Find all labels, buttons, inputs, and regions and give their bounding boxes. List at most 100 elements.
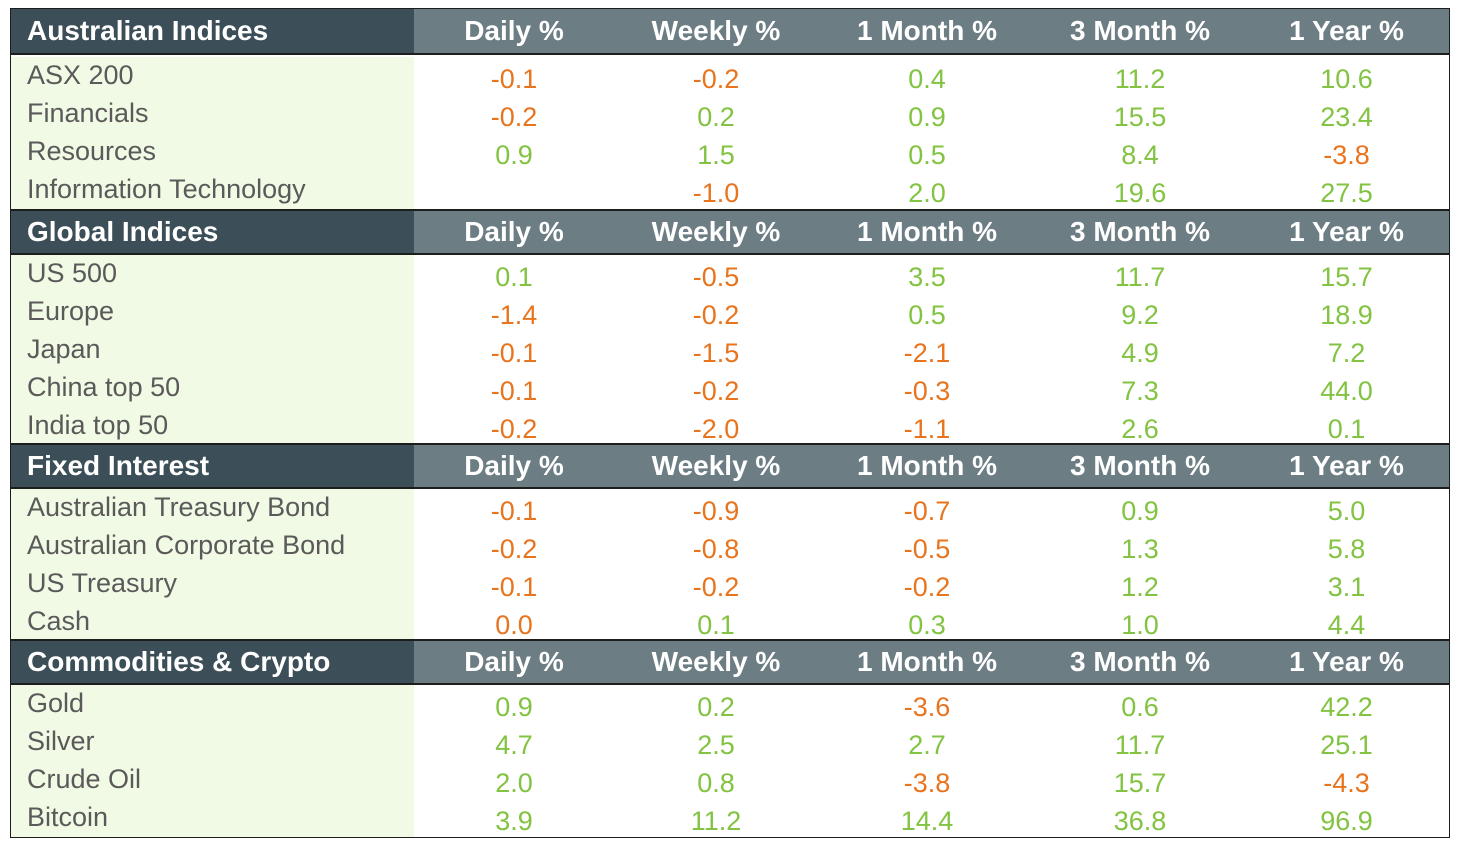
value-cell: 15.7 (1320, 261, 1373, 292)
column-header: Daily % (414, 9, 614, 53)
table-row: Bitcoin 3.9 11.2 14.4 36.8 96.9 (11, 799, 1449, 837)
value-cell: -0.1 (490, 375, 538, 406)
value-cell: 27.5 (1320, 177, 1373, 208)
value-cell: 7.2 (1327, 337, 1366, 368)
value-cell: -0.2 (692, 63, 740, 94)
value-cell: 2.6 (1121, 413, 1159, 444)
row-label: Australian Treasury Bond (11, 489, 414, 527)
value-cell: -0.2 (692, 299, 740, 330)
value-cell: 2.0 (495, 767, 533, 798)
column-header: 1 Month % (818, 641, 1036, 683)
table-row: Silver 4.7 2.5 2.7 11.7 25.1 (11, 723, 1449, 761)
row-label: Silver (11, 723, 414, 761)
section-title: Commodities & Crypto (11, 641, 414, 683)
value-cell: -0.5 (903, 533, 951, 564)
column-header: 3 Month % (1036, 211, 1244, 253)
table-row: Japan -0.1 -1.5 -2.1 4.9 7.2 (11, 331, 1449, 369)
value-cell: -4.3 (1323, 767, 1370, 798)
column-header: 1 Year % (1244, 9, 1449, 53)
value-cell: 14.4 (900, 805, 954, 836)
value-cell: -0.7 (903, 495, 951, 526)
value-cell: -2.0 (692, 413, 740, 444)
value-cell: -1.5 (692, 337, 740, 368)
column-header: 1 Month % (818, 445, 1036, 487)
section-header: Australian Indices Daily % Weekly % 1 Month… (11, 9, 1449, 55)
value-cell: 11.2 (690, 805, 742, 836)
row-label: Information Technology (11, 171, 414, 209)
column-header: 1 Month % (818, 211, 1036, 253)
value-cell: -0.2 (903, 571, 951, 602)
value-cell: 44.0 (1320, 375, 1373, 406)
value-cell: 1.5 (697, 139, 735, 170)
value-cell: -0.1 (490, 495, 538, 526)
row-label: Resources (11, 133, 414, 171)
table-row: Australian Treasury Bond -0.1 -0.9 -0.7 0.9 5… (11, 489, 1449, 527)
table-row: Financials -0.2 0.2 0.9 15.5 23.4 (11, 95, 1449, 133)
row-label: Cash (11, 603, 414, 641)
table-row: Europe -1.4 -0.2 0.5 9.2 18.9 (11, 293, 1449, 331)
value-cell: 1.0 (1121, 609, 1159, 640)
value-cell: 0.1 (697, 609, 735, 640)
table-row: ASX 200 -0.1 -0.2 0.4 11.2 10.6 (11, 57, 1449, 95)
value-cell: 0.8 (697, 767, 735, 798)
value-cell: 0.3 (908, 609, 946, 640)
value-cell: 11.2 (1114, 63, 1166, 94)
table-row: Gold 0.9 0.2 -3.6 0.6 42.2 (11, 685, 1449, 723)
value-cell: 36.8 (1113, 805, 1167, 836)
value-cell: 10.6 (1320, 63, 1373, 94)
table-row: Information Technology -1.0 2.0 19.6 27.5 (11, 171, 1449, 209)
value-cell: 18.9 (1320, 299, 1373, 330)
value-cell: -1.4 (490, 299, 538, 330)
row-label: Financials (11, 95, 414, 133)
value-cell: 2.0 (908, 177, 946, 208)
table-row: Crude Oil 2.0 0.8 -3.8 15.7 -4.3 (11, 761, 1449, 799)
row-label: US Treasury (11, 565, 414, 603)
value-cell: -0.2 (692, 571, 740, 602)
value-cell: 15.5 (1113, 101, 1167, 132)
value-cell: 3.1 (1327, 571, 1366, 602)
row-label: China top 50 (11, 369, 414, 407)
row-label: India top 50 (11, 407, 414, 445)
value-cell: 4.9 (1121, 337, 1159, 368)
value-cell: 8.4 (1121, 139, 1159, 170)
value-cell: 0.9 (495, 139, 533, 170)
value-cell: 0.9 (1121, 495, 1159, 526)
section-header: Commodities & Crypto Daily % Weekly % 1 Mon… (11, 639, 1449, 685)
section-title: Australian Indices (11, 9, 414, 53)
value-cell: 2.7 (908, 729, 946, 760)
row-label: ASX 200 (11, 57, 414, 95)
value-cell: -0.9 (692, 495, 740, 526)
column-header: Weekly % (614, 641, 818, 683)
value-cell: 5.8 (1327, 533, 1366, 564)
value-cell: 11.7 (1114, 261, 1166, 292)
value-cell (414, 171, 614, 209)
table-row: US 500 0.1 -0.5 3.5 11.7 15.7 (11, 255, 1449, 293)
column-header: 1 Month % (818, 9, 1036, 53)
value-cell: 0.9 (495, 691, 533, 722)
table-row: US Treasury -0.1 -0.2 -0.2 1.2 3.1 (11, 565, 1449, 603)
row-label: Bitcoin (11, 799, 414, 837)
column-header: Weekly % (614, 9, 818, 53)
section-header: Global Indices Daily % Weekly % 1 Month % 3 … (11, 209, 1449, 255)
column-header: Daily % (414, 641, 614, 683)
value-cell: 96.9 (1320, 805, 1373, 836)
row-label: Japan (11, 331, 414, 369)
value-cell: -1.0 (692, 177, 740, 208)
table-row: India top 50 -0.2 -2.0 -1.1 2.6 0.1 (11, 407, 1449, 445)
row-label: Gold (11, 685, 414, 723)
value-cell: 3.5 (908, 261, 946, 292)
value-cell: 0.2 (697, 101, 735, 132)
value-cell: 0.1 (495, 261, 533, 292)
value-cell: -0.5 (692, 261, 740, 292)
value-cell: 0.6 (1121, 691, 1159, 722)
value-cell: -0.2 (490, 533, 538, 564)
value-cell: -0.2 (692, 375, 740, 406)
row-label: US 500 (11, 255, 414, 293)
column-header: 1 Year % (1244, 445, 1449, 487)
column-header: Daily % (414, 445, 614, 487)
value-cell: -0.1 (490, 63, 538, 94)
value-cell: -0.3 (903, 375, 951, 406)
value-cell: 0.2 (697, 691, 735, 722)
section-title: Global Indices (11, 211, 414, 253)
value-cell: 0.5 (908, 139, 946, 170)
